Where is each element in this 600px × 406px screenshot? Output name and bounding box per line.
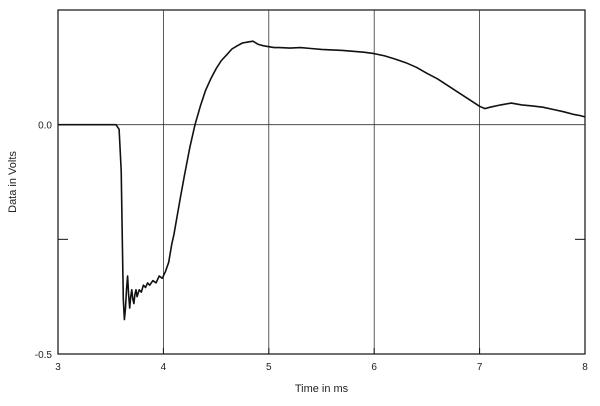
ticks bbox=[57, 238, 586, 354]
grid bbox=[58, 10, 585, 354]
tick-labels: 3 4 5 6 7 8 -0.5 0.0 bbox=[35, 121, 588, 373]
y-axis-label: Data in Volts bbox=[7, 151, 19, 213]
y-tick-label: -0.5 bbox=[35, 350, 53, 361]
x-tick-label: 5 bbox=[266, 362, 272, 373]
data-line bbox=[58, 40, 586, 321]
x-tick-label: 7 bbox=[477, 362, 483, 373]
y-tick-label: 0.0 bbox=[38, 121, 52, 132]
x-tick-label: 3 bbox=[55, 362, 61, 373]
plot-area bbox=[57, 9, 586, 355]
x-tick-label: 8 bbox=[582, 362, 588, 373]
x-axis-label: Time in ms bbox=[295, 383, 349, 395]
x-tick-label: 6 bbox=[371, 362, 377, 373]
x-tick-label: 4 bbox=[161, 362, 167, 373]
